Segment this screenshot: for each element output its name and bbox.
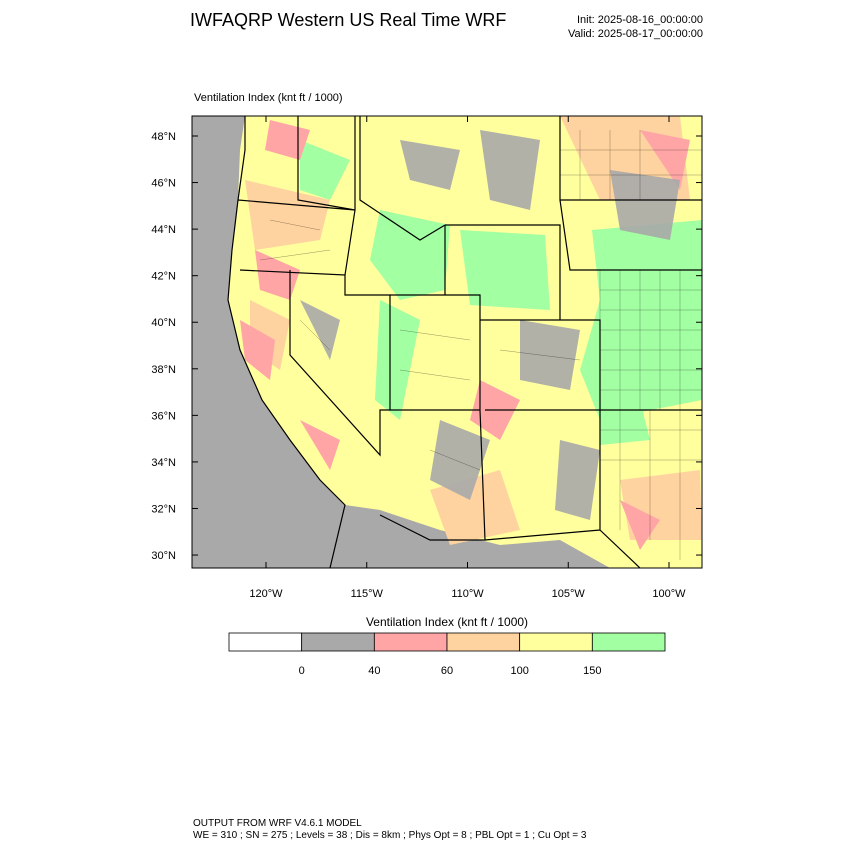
lon-tick-label: 120°W [249, 588, 283, 600]
lat-tick-label: 46°N [151, 178, 176, 190]
colorbar-box [591, 632, 666, 652]
lat-tick-label: 44°N [151, 224, 176, 236]
colorbar-box [301, 632, 375, 652]
green-areas [300, 140, 702, 445]
map-subtitle: Ventilation Index (knt ft / 1000) [194, 92, 343, 104]
lat-tick-label: 48°N [151, 131, 176, 143]
title: IWFAQRP Western US Real Time WRF [190, 10, 506, 30]
lat-tick-label: 36°N [151, 410, 176, 422]
lon-tick-label: 105°W [552, 588, 586, 600]
lon-tick-label: 115°W [351, 588, 384, 600]
peach-areas [245, 116, 702, 545]
map-frame [191, 115, 703, 569]
state-borders [227, 116, 702, 568]
lat-tick-label: 30°N [151, 550, 176, 562]
colorbar-box [519, 632, 593, 652]
map: 48°N 46°N 44°N 42°N 40°N 38°N 36°N 34°N 32°N 30°N… [151, 115, 703, 600]
colorbar-label: 60 [441, 665, 453, 677]
colorbar-box [228, 632, 303, 652]
colorbar-label: 40 [368, 665, 380, 677]
colorbar: 0 40 60 100 150 [228, 632, 666, 677]
colorbar-title: Ventilation Index (knt ft / 1000) [366, 615, 528, 629]
colorbar-box [373, 632, 448, 652]
county-borders [259, 130, 702, 560]
init-time: Init: 2025-08-16_00:00:00 [577, 14, 703, 26]
valid-time: Valid: 2025-08-17_00:00:00 [568, 28, 703, 40]
lat-tick-label: 34°N [151, 457, 176, 469]
footer-line: WE = 310 ; SN = 275 ; Levels = 38 ; Dis … [193, 830, 587, 841]
lon-tick-label: 100°W [652, 588, 686, 600]
lat-tick-label: 38°N [151, 364, 176, 376]
footer-line: OUTPUT FROM WRF V4.6.1 MODEL [193, 818, 362, 829]
lat-tick-label: 40°N [151, 317, 176, 329]
colorbar-label: 0 [299, 665, 305, 677]
lon-tick-label: 110°W [451, 588, 484, 600]
colorbar-label: 150 [583, 665, 601, 677]
colorbar-label: 100 [510, 665, 528, 677]
lat-tick-label: 32°N [151, 503, 176, 515]
lat-tick-label: 42°N [151, 271, 176, 283]
colorbar-box [446, 632, 521, 652]
